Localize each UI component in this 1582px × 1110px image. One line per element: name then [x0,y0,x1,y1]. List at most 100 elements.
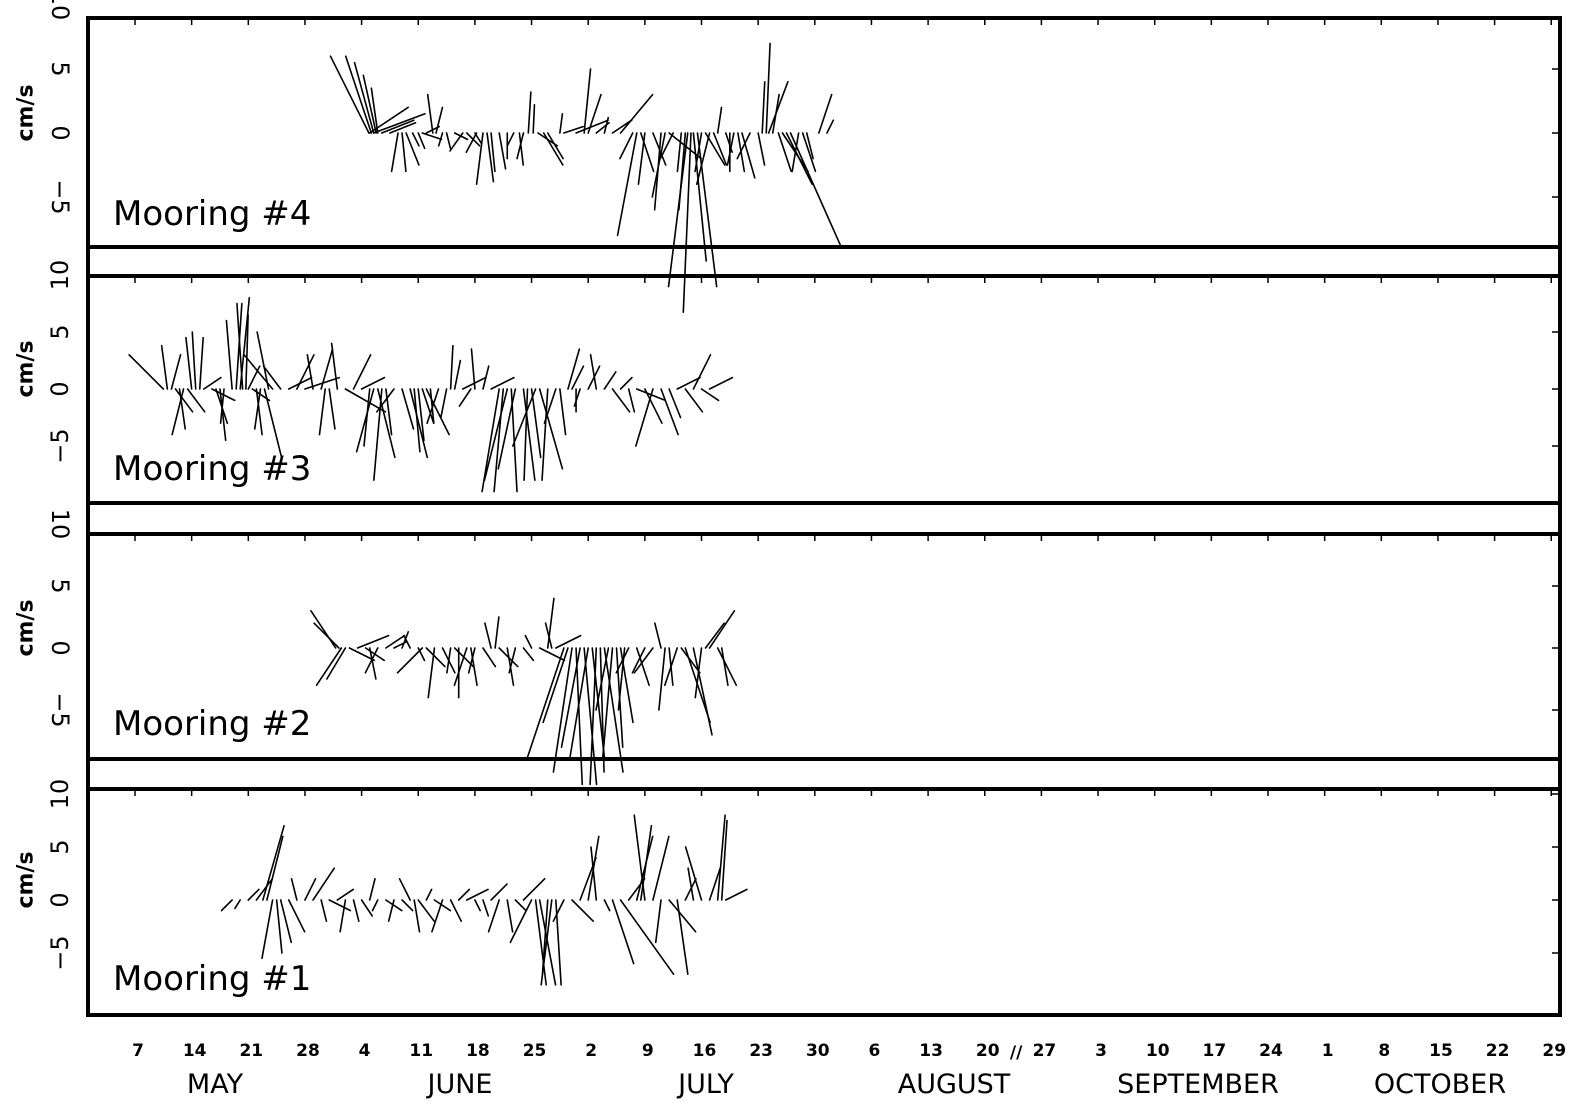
current-vector-stick [352,899,360,923]
x-tick-label: 25 [523,1041,547,1061]
current-vector-stick [411,132,420,147]
current-vector-stick [589,353,598,390]
current-vector-stick [583,647,598,786]
x-tick-label: 4 [359,1041,371,1061]
current-vector-stick [654,622,662,649]
current-vector-stick [482,899,490,917]
current-vector-stick [542,132,564,166]
current-vector-stick [716,106,723,134]
current-vector-stick [417,132,426,150]
current-vector-stick [470,348,476,390]
current-vector-stick [494,616,500,649]
current-vector-stick [801,132,817,173]
current-vector-stick [487,899,500,933]
current-vector-stick [522,647,535,662]
current-vector-stick [243,353,274,390]
current-vector-stick [635,647,650,687]
current-vector-stick [385,388,393,436]
axis-break-mark: // [1010,1043,1023,1063]
current-vector-stick [571,899,595,923]
current-vector-stick [633,647,654,674]
current-vector-stick [261,899,274,960]
current-vector-stick [514,899,527,912]
panel-label: Mooring #2 [113,704,311,744]
current-vector-stick [506,132,515,147]
current-vector-stick [716,647,738,687]
current-vector-stick [313,622,340,649]
month-label: AUGUST [898,1069,1011,1100]
current-vector-stick [595,647,610,711]
current-vector-stick [497,388,517,470]
current-vector-stick [475,132,484,185]
y-axis-label: cm/s [14,340,39,397]
current-vector-stick [700,388,720,402]
panel-label: Mooring #3 [113,449,311,489]
current-vector-stick [449,132,464,152]
current-vector-stick [398,877,411,901]
current-vector-stick [474,899,482,912]
current-vector-stick [720,819,728,901]
current-vector-stick [446,647,452,674]
current-vector-stick [329,55,370,134]
current-vector-stick [344,388,387,413]
current-vector-stick [370,87,379,134]
current-vector-stick [373,388,383,482]
current-vector-stick [328,388,336,430]
current-vector-stick [405,132,420,166]
current-vector-stick [490,132,496,173]
current-vector-stick [486,132,495,183]
y-tick-label: 0 [46,640,74,655]
current-vector-stick [826,119,835,134]
current-vector-stick [484,622,492,649]
current-vector-stick [761,81,766,134]
separator-strip [86,757,1562,791]
current-vector-stick [631,647,646,674]
x-tick-label: 20 [976,1041,1000,1061]
current-vector-stick [611,899,635,965]
current-vector-stick [275,899,283,954]
y-tick-label: 5 [46,578,74,593]
current-vector-stick [601,647,614,761]
current-vector-stick [401,132,407,173]
current-vector-stick [682,132,692,314]
current-vector-stick [724,888,748,901]
current-vector-stick [481,388,500,493]
y-tick-label: 5 [46,324,74,339]
current-vector-stick [255,388,263,436]
y-tick-label: −5 [46,179,74,214]
current-vector-stick [658,647,666,711]
current-vector-stick [695,132,711,185]
current-vector-stick [563,125,584,134]
current-vector-stick [575,119,609,134]
x-tick-label: 22 [1486,1041,1510,1061]
current-vector-stick [506,899,514,933]
current-vector-stick [255,877,274,901]
current-vector-stick [403,634,411,649]
current-vector-stick [652,835,670,901]
y-tick-label: 0 [46,892,74,907]
current-vector-stick [644,388,663,425]
current-vector-stick [684,388,704,413]
current-vector-stick [435,106,444,134]
current-vector-stick [603,116,610,134]
current-vector-stick [573,388,581,407]
current-vector-stick [676,132,683,173]
current-vector-stick [559,113,564,134]
y-tick-label: 5 [46,61,74,76]
current-vector-stick [368,106,409,134]
current-vector-stick [518,132,525,166]
current-vector-stick [413,388,421,453]
y-tick-label: 10 [46,0,74,20]
current-vector-stick [170,353,182,390]
current-vector-stick [306,353,314,390]
current-vector-stick [651,132,666,198]
x-tick-label: 16 [693,1041,717,1061]
current-vector-stick [220,899,233,912]
separator-strip [86,245,1562,278]
current-vector-stick [627,388,636,413]
current-vector-stick [465,132,478,153]
current-vector-stick [692,353,712,390]
current-vector-stick [372,113,426,134]
current-vector-stick [640,132,655,173]
x-tick-label: 28 [296,1041,320,1061]
